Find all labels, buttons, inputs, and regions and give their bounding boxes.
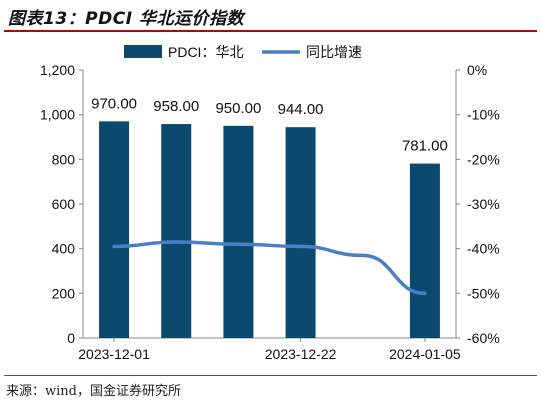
y-left-tick-label: 600 <box>52 196 76 212</box>
legend-swatch-bar <box>124 45 162 58</box>
x-tick-label: 2024-01-05 <box>389 346 461 362</box>
legend-label-bar: PDCI：华北 <box>168 44 243 60</box>
y-right-tick-label: -40% <box>467 241 500 257</box>
legend-label-line: 同比增速 <box>306 44 362 60</box>
bar-value-label: 958.00 <box>153 98 199 115</box>
y-right-tick-label: -20% <box>467 151 500 167</box>
bar-value-label: 944.00 <box>278 101 324 118</box>
bar-value-label: 970.00 <box>91 95 137 112</box>
y-left-tick-label: 1,000 <box>40 107 75 123</box>
y-left-tick-label: 0 <box>67 330 75 346</box>
y-right-tick-label: -30% <box>467 196 500 212</box>
y-left-tick-label: 1,200 <box>40 62 75 78</box>
x-tick-label: 2023-12-22 <box>265 346 337 362</box>
bar <box>285 127 316 338</box>
chart-title: 图表13：PDCI 华北运价指数 <box>8 9 244 29</box>
y-right-tick-label: 0% <box>467 62 487 78</box>
bar <box>161 124 192 339</box>
bar <box>99 121 130 338</box>
chart-canvas: 0 200 400 600 800 1,000 1,200 -60% -50% -40% -30% -… <box>40 44 500 362</box>
source-note: 来源：wind，国金证券研究所 <box>6 384 181 399</box>
bar-value-label: 781.00 <box>402 138 448 155</box>
y-right-tick-label: -60% <box>467 330 500 346</box>
y-left-tick-label: 400 <box>52 241 76 257</box>
title-divider <box>4 30 537 32</box>
bar <box>409 163 440 338</box>
y-right-tick-label: -50% <box>467 285 500 301</box>
y-left-tick-label: 800 <box>52 151 76 167</box>
y-left-tick-label: 200 <box>52 285 76 301</box>
line-series-yoy <box>112 240 427 296</box>
bar <box>223 125 254 338</box>
y-right-tick-label: -10% <box>467 107 500 123</box>
footer-divider <box>4 375 537 376</box>
bar-value-label: 950.00 <box>215 100 261 117</box>
x-tick-label: 2023-12-01 <box>78 346 150 362</box>
